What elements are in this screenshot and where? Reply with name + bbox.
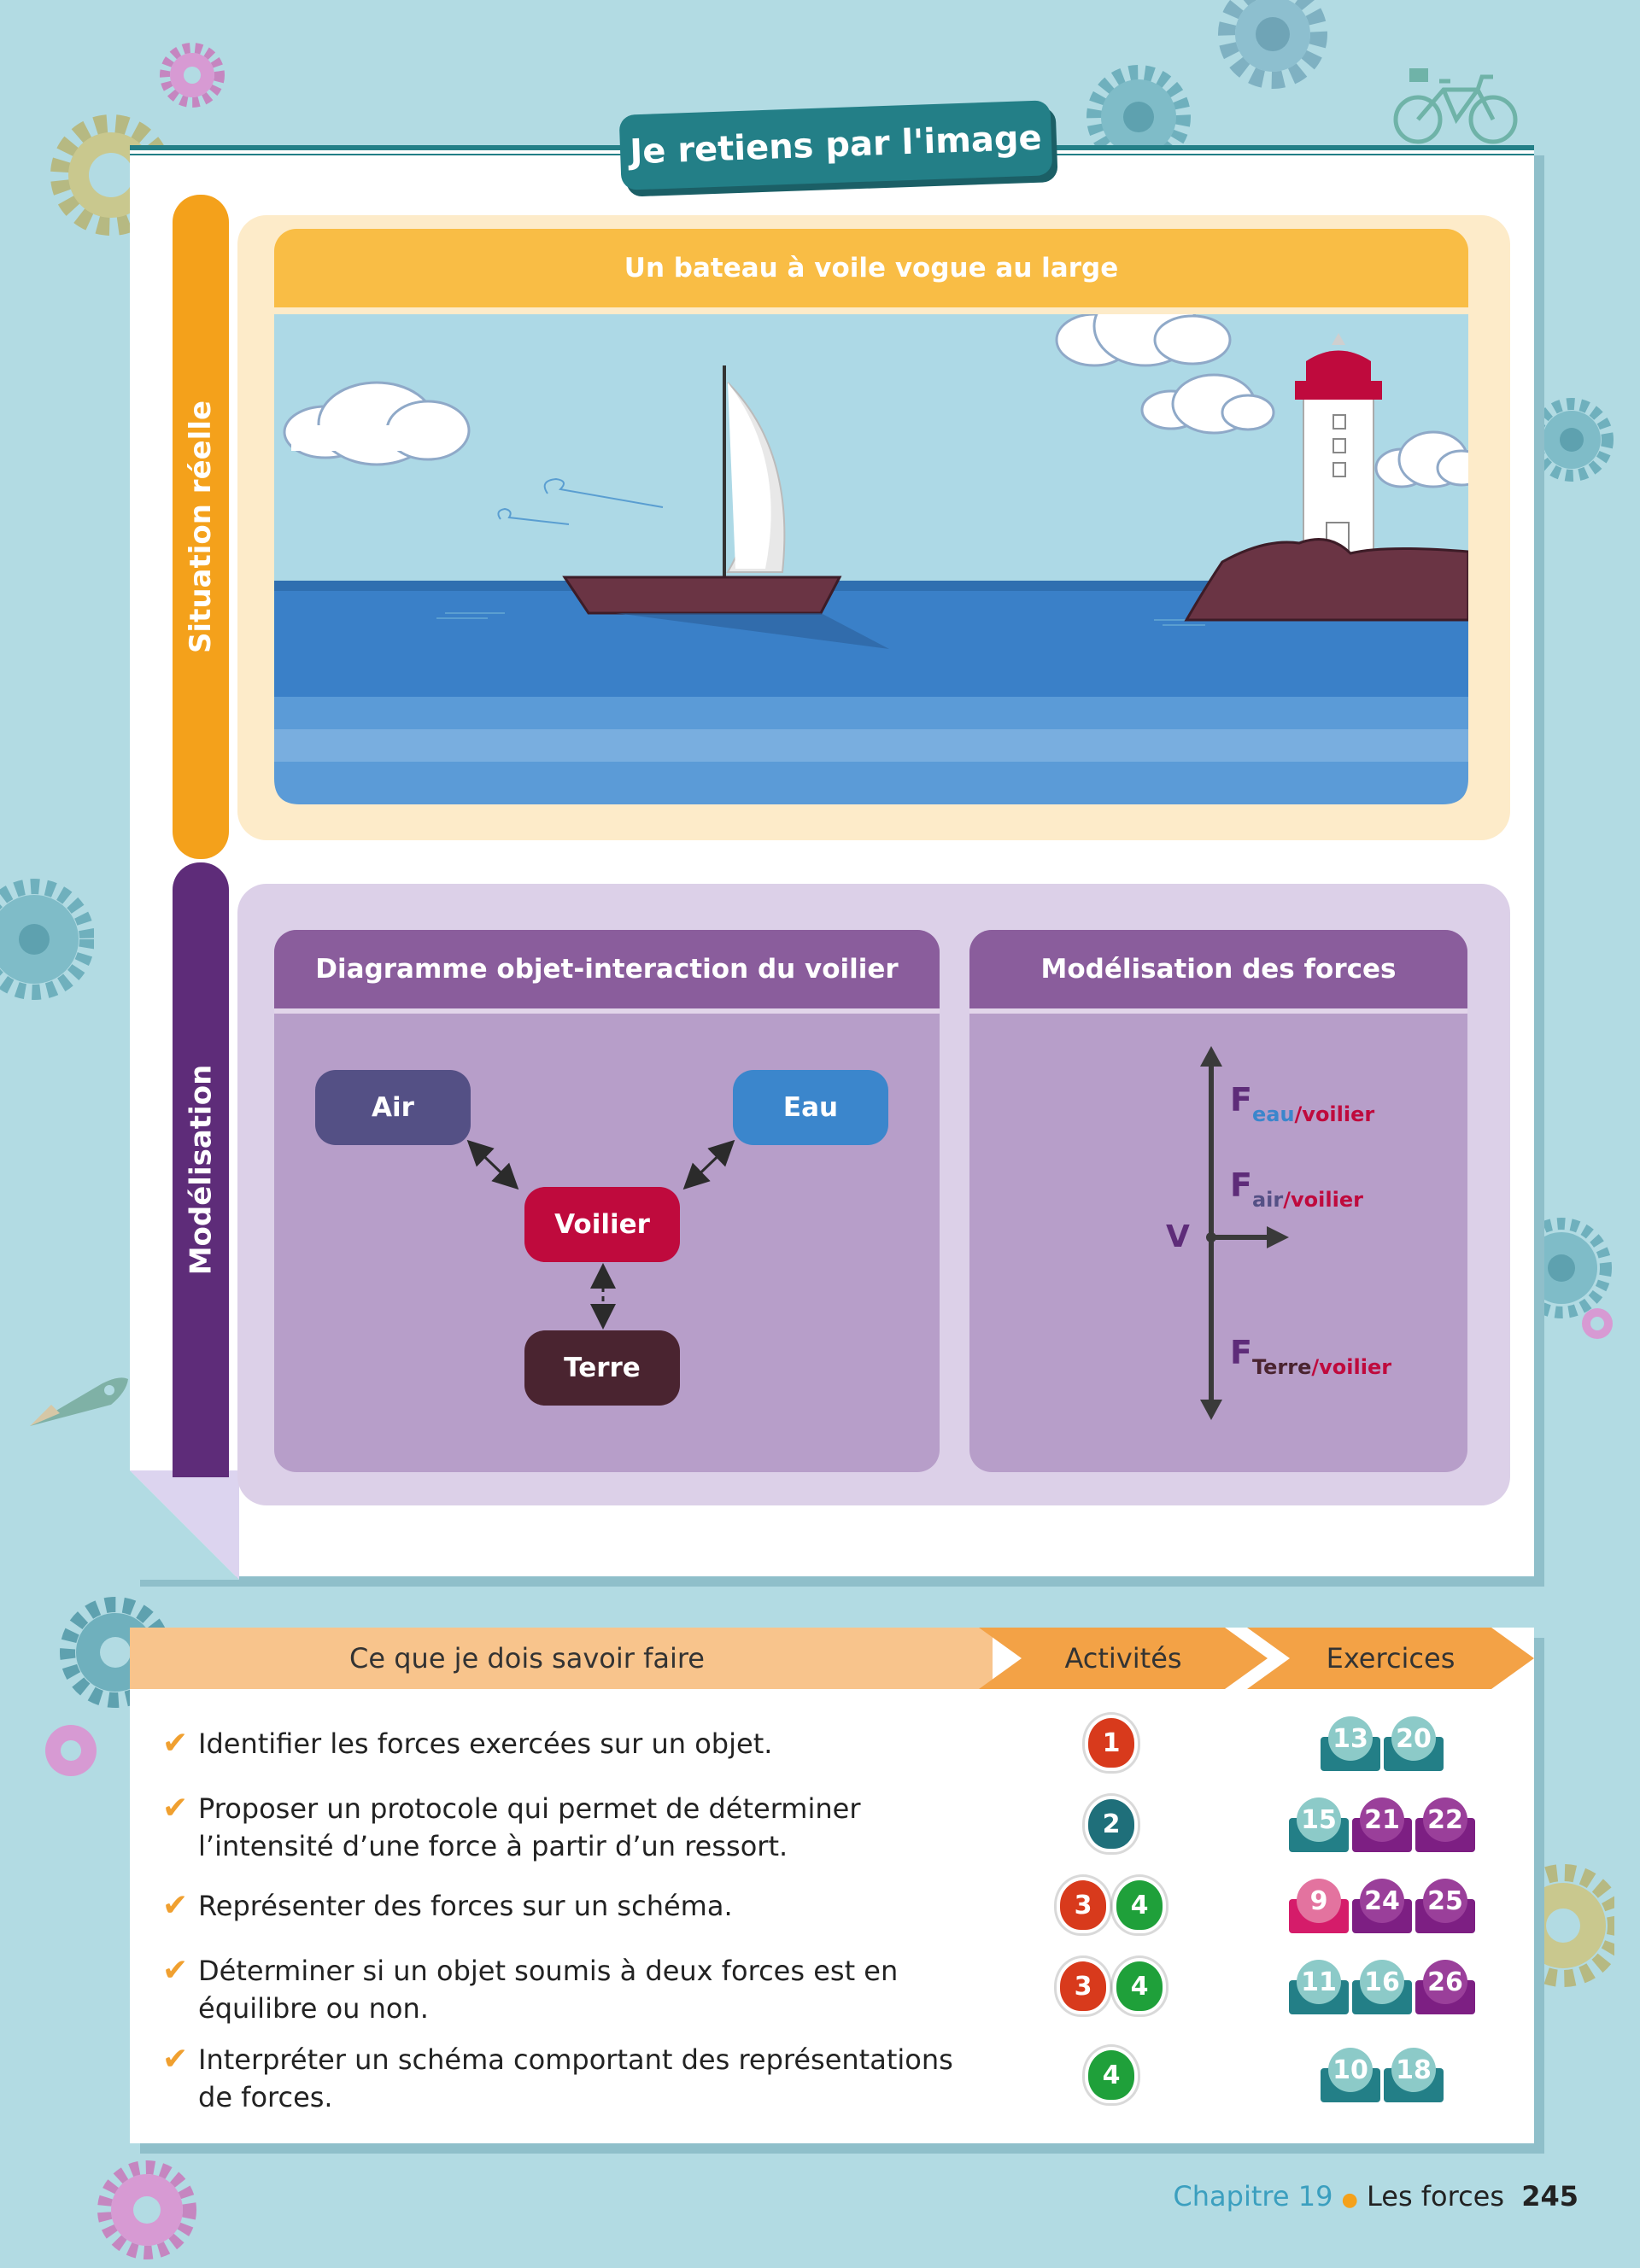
exercise-badge[interactable]: 20 bbox=[1384, 1716, 1444, 1771]
gear-icon bbox=[1533, 398, 1614, 482]
exercise-badge[interactable]: 15 bbox=[1289, 1797, 1349, 1852]
check-icon: ✔ bbox=[162, 1726, 189, 1761]
force-sub-air: air bbox=[1251, 1188, 1284, 1212]
skill-text: Proposer un protocole qui permet de déte… bbox=[198, 1792, 861, 1862]
arrow-eau-voilier bbox=[682, 1139, 735, 1190]
node-air: Air bbox=[315, 1070, 471, 1145]
exercise-badge[interactable]: 24 bbox=[1352, 1879, 1412, 1933]
rocket-icon bbox=[30, 1377, 128, 1426]
node-terre: Terre bbox=[524, 1330, 680, 1406]
skill-row: ✔ Identifier les forces exercées sur un … bbox=[162, 1725, 974, 1762]
skill-text: Interpréter un schéma comportant des rep… bbox=[198, 2043, 953, 2113]
diagram-heading: Diagramme objet-interaction du voilier bbox=[274, 930, 940, 1008]
gear-icon bbox=[1582, 1308, 1613, 1339]
point-label-v: V bbox=[1166, 1219, 1190, 1254]
skill-row: ✔ Interpréter un schéma comportant des r… bbox=[162, 2041, 974, 2116]
header-activities-label: Activités bbox=[1064, 1642, 1182, 1675]
folded-corner bbox=[130, 1470, 239, 1580]
exercise-badge[interactable]: 18 bbox=[1384, 2048, 1444, 2102]
page-number: 245 bbox=[1521, 2180, 1578, 2212]
situation-side-tab: Situation réelle bbox=[173, 195, 229, 859]
activity-badge[interactable]: 3 bbox=[1060, 1880, 1106, 1930]
skill-text: Identifier les forces exercées sur un ob… bbox=[198, 1727, 773, 1760]
activity-badge[interactable]: 1 bbox=[1088, 1718, 1134, 1768]
force-label-air: Fair/voilier bbox=[1230, 1166, 1363, 1212]
force-sub-voilier: /voilier bbox=[1294, 1102, 1375, 1126]
gear-icon bbox=[1529, 1864, 1614, 1987]
exercise-badge[interactable]: 9 bbox=[1289, 1879, 1349, 1933]
skill-text: Déterminer si un objet soumis à deux for… bbox=[198, 1955, 899, 2025]
force-vectors bbox=[1200, 1046, 1289, 1420]
gear-icon bbox=[0, 879, 94, 1000]
check-icon: ✔ bbox=[162, 2042, 189, 2077]
situation-heading: Un bateau à voile vogue au large bbox=[274, 229, 1468, 307]
force-sub-eau: eau bbox=[1251, 1102, 1295, 1126]
header-exercises: Exercices bbox=[1247, 1628, 1534, 1689]
force-sub-terre: Terre bbox=[1251, 1355, 1312, 1379]
force-letter: F bbox=[1230, 1334, 1252, 1371]
exercise-badge[interactable]: 11 bbox=[1289, 1960, 1349, 2014]
modelisation-side-label: Modélisation bbox=[184, 1064, 218, 1276]
node-eau: Eau bbox=[733, 1070, 888, 1145]
check-icon: ✔ bbox=[162, 1791, 189, 1826]
exercise-badge[interactable]: 16 bbox=[1352, 1960, 1412, 2014]
exercise-badge[interactable]: 10 bbox=[1321, 2048, 1380, 2102]
activity-badge[interactable]: 2 bbox=[1088, 1799, 1134, 1849]
forces-divider bbox=[969, 1008, 1467, 1014]
gear-icon bbox=[1536, 1218, 1612, 1318]
header-skills-label: Ce que je dois savoir faire bbox=[349, 1642, 705, 1675]
forces-panel bbox=[969, 930, 1467, 1472]
activity-badge[interactable]: 4 bbox=[1116, 1961, 1163, 2011]
activity-badge[interactable]: 4 bbox=[1116, 1880, 1163, 1930]
gear-icon bbox=[1218, 0, 1327, 89]
forces-heading: Modélisation des forces bbox=[969, 930, 1467, 1008]
header-exercises-label: Exercices bbox=[1326, 1642, 1456, 1675]
exercise-badge[interactable]: 26 bbox=[1415, 1960, 1475, 2014]
sailboat-scene bbox=[274, 314, 1468, 804]
situation-side-label: Situation réelle bbox=[184, 400, 219, 654]
skill-row: ✔ Déterminer si un objet soumis à deux f… bbox=[162, 1952, 974, 2027]
force-letter: F bbox=[1230, 1166, 1252, 1204]
header-skills: Ce que je dois savoir faire bbox=[130, 1628, 993, 1689]
page-footer: Chapitre 19 ● Les forces 245 bbox=[1173, 2180, 1578, 2212]
skill-text: Représenter des forces sur un schéma. bbox=[198, 1890, 733, 1922]
activity-badge[interactable]: 3 bbox=[1060, 1961, 1106, 2011]
exercise-badge[interactable]: 21 bbox=[1352, 1797, 1412, 1852]
check-icon: ✔ bbox=[162, 1888, 189, 1923]
arrow-air-voilier bbox=[466, 1139, 519, 1190]
interaction-arrows bbox=[466, 1139, 735, 1330]
skill-row: ✔ Proposer un protocole qui permet de dé… bbox=[162, 1790, 974, 1865]
header-activities: Activités bbox=[979, 1628, 1268, 1689]
exercise-badge[interactable]: 25 bbox=[1415, 1879, 1475, 1933]
bicycle-icon bbox=[1393, 68, 1518, 144]
footer-bullet: ● bbox=[1341, 2189, 1358, 2211]
gear-icon bbox=[45, 1725, 97, 1776]
exercise-badge[interactable]: 22 bbox=[1415, 1797, 1475, 1852]
node-voilier: Voilier bbox=[524, 1187, 680, 1262]
footer-title: Les forces bbox=[1366, 2180, 1505, 2212]
force-label-eau: Feau/voilier bbox=[1230, 1081, 1374, 1126]
diagram-divider bbox=[274, 1008, 940, 1014]
footer-chapter: Chapitre 19 bbox=[1173, 2180, 1333, 2212]
skill-row: ✔ Représenter des forces sur un schéma. bbox=[162, 1887, 974, 1925]
check-icon: ✔ bbox=[162, 1953, 189, 1988]
exercise-badge[interactable]: 13 bbox=[1321, 1716, 1380, 1771]
gear-icon bbox=[160, 43, 225, 108]
page-title: Je retiens par l'image bbox=[618, 100, 1053, 190]
force-sub-voilier: /voilier bbox=[1311, 1355, 1392, 1379]
force-sub-voilier: /voilier bbox=[1283, 1188, 1363, 1212]
force-label-terre: FTerre/voilier bbox=[1230, 1334, 1391, 1379]
gear-icon bbox=[97, 2160, 196, 2259]
activity-badge[interactable]: 4 bbox=[1088, 2050, 1134, 2100]
modelisation-side-tab: Modélisation bbox=[173, 862, 229, 1477]
skills-card bbox=[130, 1628, 1534, 2143]
force-letter: F bbox=[1230, 1081, 1252, 1119]
